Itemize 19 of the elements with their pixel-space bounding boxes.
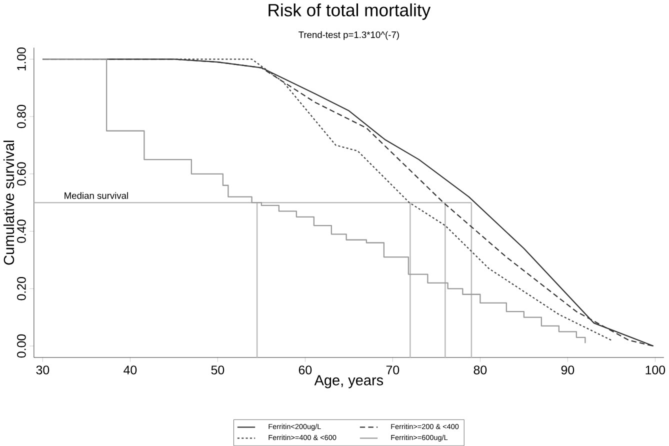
x-tick-label: 30 — [36, 366, 50, 374]
x-tick-label: 80 — [474, 366, 487, 374]
x-tick-label: 60 — [298, 366, 312, 374]
x-tick-label: 40 — [124, 366, 137, 374]
ref-line-label: Median survival — [64, 192, 128, 199]
chart-title: Risk of total mortality — [268, 4, 431, 20]
y-tick-label: 0.80 — [17, 104, 26, 128]
x-tick-label: 50 — [211, 366, 224, 374]
x-axis-title: Age, years — [314, 375, 384, 388]
x-tick-label: 90 — [561, 366, 574, 374]
chart-subtitle: Trend-test p=1.3*10^(-7) — [298, 31, 399, 40]
y-tick-label: 0.20 — [17, 277, 26, 300]
y-tick-label: 0.40 — [17, 220, 26, 243]
y-tick-label: 0.00 — [17, 334, 26, 358]
x-tick-label: 100 — [646, 366, 666, 374]
y-axis-title: Cumulative survival — [3, 140, 14, 265]
y-tick-label: 1.00 — [17, 48, 26, 70]
y-tick-label: 0.60 — [17, 162, 26, 186]
x-tick-label: 70 — [386, 366, 400, 374]
